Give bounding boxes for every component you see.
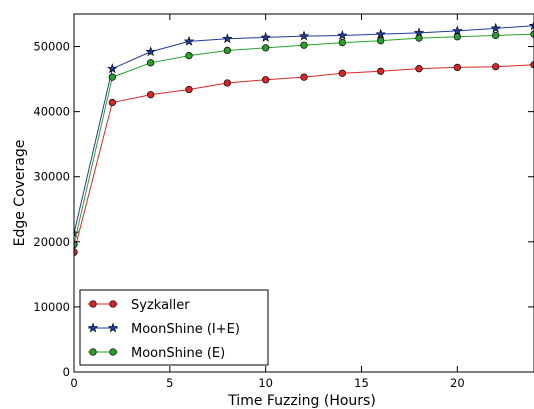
data-point — [222, 33, 233, 44]
data-point — [377, 67, 385, 75]
x-tick-label: 20 — [450, 376, 465, 390]
data-point — [147, 59, 155, 67]
data-point — [530, 30, 534, 38]
legend-label: Syzkaller — [131, 298, 190, 313]
data-point — [377, 37, 385, 45]
data-point — [262, 76, 270, 84]
series-1 — [74, 61, 534, 256]
data-point — [528, 20, 534, 31]
data-point — [262, 44, 270, 52]
data-point — [260, 31, 271, 42]
legend-marker — [107, 322, 119, 333]
legend-marker — [89, 348, 97, 356]
y-tick-label: 50000 — [33, 40, 70, 54]
legend-marker — [109, 348, 117, 356]
data-point — [337, 30, 348, 40]
data-point — [108, 73, 116, 81]
data-point — [453, 33, 461, 41]
data-point — [145, 46, 156, 57]
y-tick-label: 30000 — [33, 170, 70, 184]
data-point — [490, 22, 501, 33]
data-point — [415, 34, 423, 42]
series-2 — [74, 20, 534, 238]
y-tick-label: 0 — [63, 365, 70, 379]
data-point — [415, 65, 423, 73]
data-point — [107, 63, 118, 74]
plot-frame — [73, 13, 534, 373]
data-point — [108, 98, 116, 107]
legend-item: MoonShine (E) — [88, 346, 225, 361]
data-point — [492, 31, 500, 40]
data-point — [223, 46, 231, 55]
x-tick-label: 5 — [166, 376, 173, 390]
data-point — [185, 52, 193, 60]
data-point — [74, 240, 78, 249]
data-point — [338, 69, 346, 77]
x-tick-label: 10 — [258, 376, 273, 390]
data-point — [453, 63, 461, 72]
legend-marker — [109, 300, 117, 308]
data-point — [492, 63, 500, 71]
x-tick-label: 15 — [354, 376, 369, 390]
y-axis-label: Edge Coverage — [12, 140, 28, 247]
data-point — [74, 248, 78, 256]
data-point — [375, 28, 386, 39]
y-tick-label: 10000 — [33, 300, 70, 314]
x-tick-label: 0 — [70, 376, 77, 390]
data-point — [298, 30, 310, 41]
series-3 — [74, 30, 534, 249]
data-point — [183, 35, 195, 46]
legend-label: MoonShine (I+E) — [131, 322, 240, 337]
data-point — [452, 25, 463, 36]
legend-label: MoonShine (E) — [131, 346, 225, 361]
y-tick-label: 40000 — [33, 105, 70, 119]
data-point — [223, 79, 231, 87]
data-point — [300, 41, 308, 49]
legend-item: MoonShine (I+E) — [87, 322, 240, 337]
y-tick-label: 20000 — [33, 235, 70, 249]
data-point — [530, 61, 534, 69]
data-point — [185, 85, 193, 94]
data-point — [147, 91, 155, 99]
legend: Syzkaller MoonShine (I+E) MoonShine (E) — [79, 289, 269, 366]
legend-marker — [89, 300, 97, 308]
data-point — [300, 73, 308, 81]
x-axis-label: Time Fuzzing (Hours) — [227, 393, 376, 409]
data-point — [338, 38, 346, 47]
legend-item: Syzkaller — [88, 298, 190, 313]
legend-marker — [87, 322, 99, 333]
